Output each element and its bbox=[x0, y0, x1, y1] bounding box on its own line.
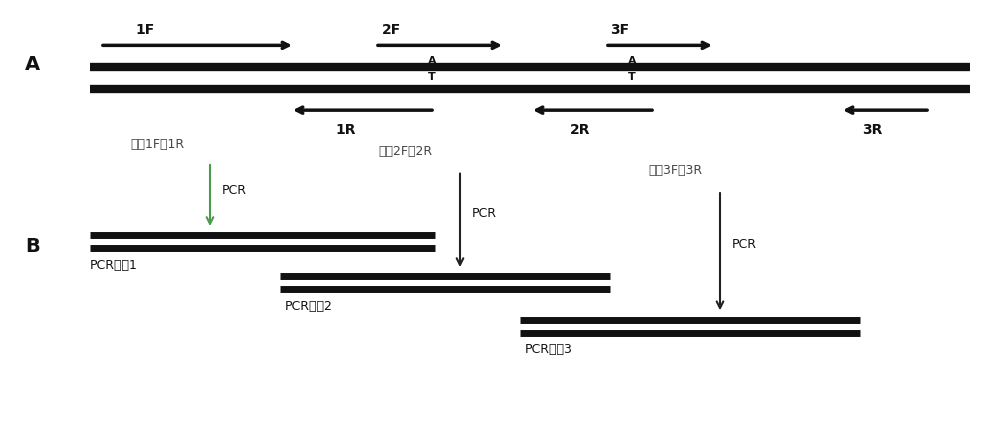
Text: PCR产物1: PCR产物1 bbox=[90, 259, 138, 272]
Text: 引物1F和1R: 引物1F和1R bbox=[130, 138, 184, 151]
Text: PCR产物3: PCR产物3 bbox=[525, 343, 573, 356]
Text: PCR: PCR bbox=[472, 207, 497, 220]
Text: PCR: PCR bbox=[732, 238, 757, 251]
Text: A: A bbox=[628, 56, 636, 67]
Text: T: T bbox=[628, 72, 636, 82]
Text: 3R: 3R bbox=[862, 123, 882, 137]
Text: 1R: 1R bbox=[335, 123, 356, 137]
Text: 引物3F和3R: 引物3F和3R bbox=[648, 164, 702, 177]
Text: 2R: 2R bbox=[570, 123, 590, 137]
Text: A: A bbox=[25, 55, 40, 74]
Text: PCR: PCR bbox=[222, 184, 247, 197]
Text: 2F: 2F bbox=[382, 23, 401, 37]
Text: 1F: 1F bbox=[135, 23, 154, 37]
Text: B: B bbox=[25, 237, 40, 256]
Text: A: A bbox=[428, 56, 436, 67]
Text: 引物2F和2R: 引物2F和2R bbox=[378, 145, 432, 158]
Text: T: T bbox=[428, 72, 436, 82]
Text: PCR产物2: PCR产物2 bbox=[285, 300, 333, 313]
Text: 3F: 3F bbox=[610, 23, 629, 37]
